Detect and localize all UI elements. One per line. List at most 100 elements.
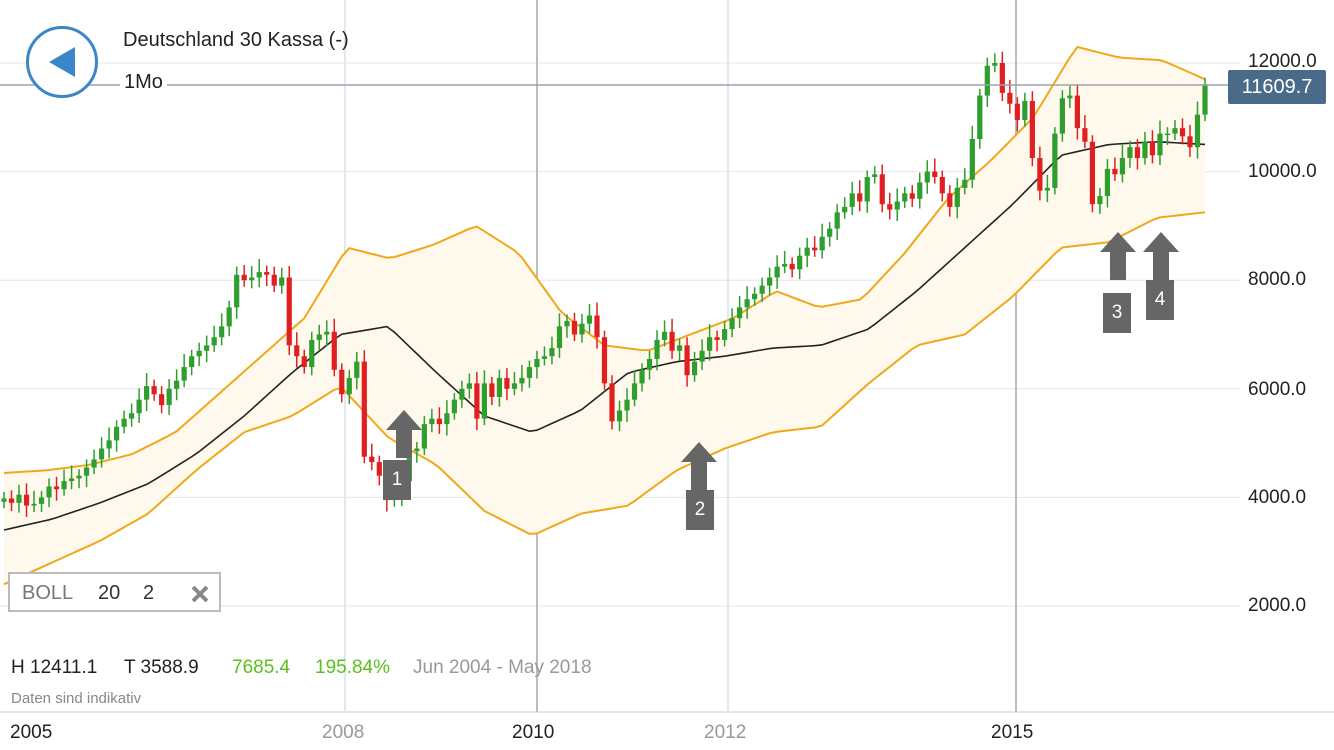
candle-body xyxy=(1187,136,1193,148)
candle-body xyxy=(947,193,953,207)
candle-body xyxy=(219,326,225,338)
indicator-chip[interactable]: BOLL 20 2 xyxy=(8,572,221,612)
current-price-tag: 11609.7 xyxy=(1228,70,1326,104)
up-arrow-icon xyxy=(1100,232,1136,280)
candle-body xyxy=(939,177,945,194)
candle-body xyxy=(564,320,570,327)
bollinger-band-fill xyxy=(4,46,1205,585)
candle-body xyxy=(459,388,465,400)
candle-body xyxy=(489,383,495,397)
candle-body xyxy=(691,361,698,376)
candle-body xyxy=(466,383,472,389)
candle-body xyxy=(444,413,450,425)
stat-low: T 3588.9 xyxy=(124,657,199,678)
candle-body xyxy=(339,369,345,395)
candle-body xyxy=(23,494,30,506)
candle-body xyxy=(31,503,37,506)
candle-body xyxy=(166,388,172,406)
candle-body xyxy=(361,361,367,457)
candle-body xyxy=(1052,133,1058,188)
interval-label[interactable]: 1Mo xyxy=(120,71,167,94)
candle-body xyxy=(722,329,728,340)
candle-body xyxy=(511,383,518,389)
candle-body xyxy=(624,399,630,411)
x-tick-label: 2015 xyxy=(991,722,1034,743)
x-tick-label: 2010 xyxy=(512,722,555,743)
up-arrow-icon xyxy=(386,410,422,458)
candle-body xyxy=(1112,168,1118,175)
candle-body xyxy=(1164,133,1171,136)
candle-body xyxy=(549,348,555,357)
candle-body xyxy=(586,315,593,324)
candle-body xyxy=(1089,141,1096,205)
candle-body xyxy=(294,345,300,357)
candle-body xyxy=(774,266,780,278)
candle-body xyxy=(526,367,533,378)
candle-body xyxy=(271,274,277,286)
candle-body xyxy=(309,339,315,368)
up-arrow-icon xyxy=(681,442,717,490)
candle-body xyxy=(234,274,240,308)
close-icon[interactable] xyxy=(190,584,210,604)
candle-body xyxy=(864,177,870,202)
candle-body xyxy=(241,274,247,281)
candle-body xyxy=(556,326,563,349)
candle-body xyxy=(376,462,382,476)
candle-body xyxy=(812,247,818,251)
candle-body xyxy=(1172,128,1178,134)
annotation-badge: 1 xyxy=(383,460,411,500)
candle-body xyxy=(894,201,900,210)
candle-body xyxy=(1007,92,1013,104)
candle-body xyxy=(684,345,690,376)
candle-body xyxy=(729,318,735,330)
candle-body xyxy=(264,272,270,275)
candle-body xyxy=(601,337,608,384)
price-axis-panel xyxy=(1210,0,1334,712)
candle-body xyxy=(842,206,848,213)
candle-body xyxy=(369,456,375,463)
candle-body xyxy=(1157,133,1163,156)
stat-change: 7685.4 xyxy=(232,657,291,678)
candle-body xyxy=(98,448,105,460)
candle-body xyxy=(144,386,150,400)
candle-body xyxy=(849,193,855,207)
candle-body xyxy=(1029,101,1035,159)
candle-body xyxy=(984,65,990,96)
x-tick-label: 2008 xyxy=(322,722,365,743)
candle-body xyxy=(451,399,457,414)
instrument-title: Deutschland 30 Kassa (-) xyxy=(123,29,349,51)
y-tick-label: 2000.0 xyxy=(1248,595,1307,616)
candle-body xyxy=(8,498,15,503)
candle-body xyxy=(1194,114,1201,148)
candle-body xyxy=(1044,187,1050,191)
candle-body xyxy=(594,315,600,338)
candle-body xyxy=(189,356,195,368)
candle-body xyxy=(429,418,435,425)
candle-body xyxy=(91,459,97,468)
candle-body xyxy=(902,193,908,202)
y-tick-label: 10000.0 xyxy=(1248,161,1317,182)
bollinger-lower-line xyxy=(3,211,1206,586)
candle-body xyxy=(1149,141,1156,156)
candle-body xyxy=(1014,103,1020,121)
candle-body xyxy=(1,498,7,502)
candle-body xyxy=(38,497,45,504)
candle-body xyxy=(759,285,765,294)
candle-body xyxy=(1104,168,1111,197)
candle-body xyxy=(1119,158,1126,175)
candle-body xyxy=(857,193,863,202)
candle-body xyxy=(286,277,292,346)
back-button[interactable] xyxy=(26,26,98,98)
up-arrow-icon xyxy=(1143,232,1179,280)
candle-body xyxy=(1097,196,1103,205)
candle-body xyxy=(211,337,217,346)
bollinger-middle-line xyxy=(3,141,1206,531)
candle-body xyxy=(714,337,720,340)
candle-body xyxy=(804,247,810,256)
candle-body xyxy=(1074,95,1080,129)
candle-body xyxy=(661,331,668,340)
candle-body xyxy=(917,182,923,199)
annotation-badge: 3 xyxy=(1103,293,1131,333)
candle-body xyxy=(924,171,930,183)
